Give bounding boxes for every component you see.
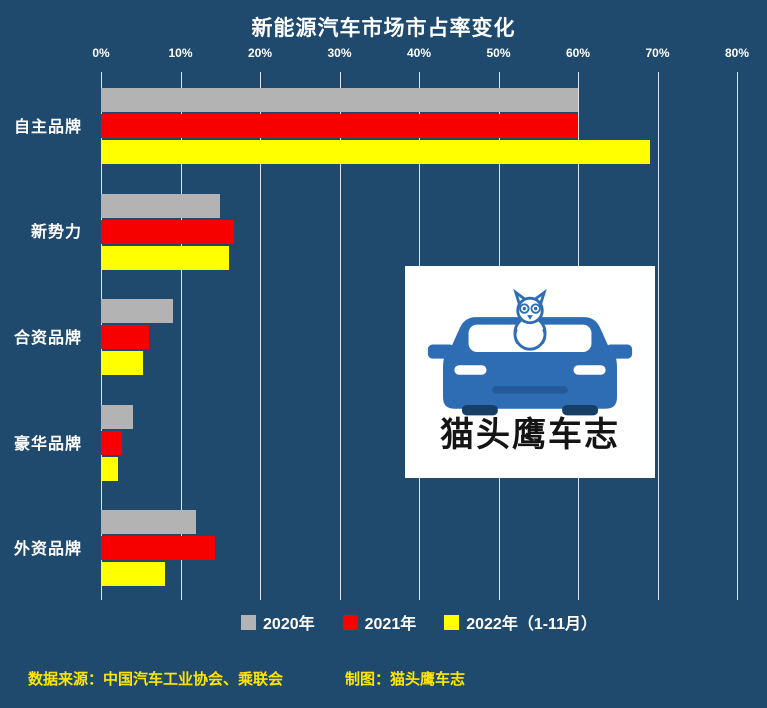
gridline <box>260 72 261 600</box>
y-axis-labels: 自主品牌新势力合资品牌豪华品牌外资品牌 <box>0 72 93 600</box>
category-label: 外资品牌 <box>13 541 82 559</box>
legend-label: 2020年 <box>263 616 315 633</box>
legend-swatch <box>241 614 257 630</box>
x-tick-label: 0% <box>92 46 110 60</box>
bar-group <box>101 178 737 284</box>
bar <box>101 325 149 350</box>
bar <box>101 510 197 535</box>
bar <box>101 245 229 270</box>
watermark-logo: 猫头鹰车志 <box>405 266 655 478</box>
watermark-text: 猫头鹰车志 <box>440 415 620 456</box>
bar-group <box>101 494 737 600</box>
x-tick-label: 20% <box>247 46 273 60</box>
category-label: 新势力 <box>30 224 82 242</box>
category-label: 合资品牌 <box>13 329 82 347</box>
x-tick-label: 60% <box>565 46 591 60</box>
bar <box>101 456 118 481</box>
legend-item: 2021年 <box>342 610 417 634</box>
category-label: 自主品牌 <box>13 118 82 136</box>
bar <box>101 351 144 376</box>
bar-group <box>101 389 737 495</box>
bar <box>101 299 173 324</box>
chart-legend: 2020年 2021年 2022年（1-11月） <box>101 610 737 634</box>
gridline <box>180 72 182 600</box>
x-tick-label: 80% <box>724 46 750 60</box>
chart-title: 新能源汽车市场市占率变化 <box>251 17 516 40</box>
legend-label: 2021年 <box>364 616 417 633</box>
plot-area <box>101 72 738 600</box>
data-source-text: 数据来源：中国汽车工业协会、乘联会 <box>28 671 284 688</box>
x-tick-label: 30% <box>327 46 352 60</box>
legend-item: 2022年（1-11月） <box>444 610 597 634</box>
x-axis: 0% 10% 20% 30% 40% 50% 60% 70% 80% <box>92 46 749 62</box>
bar <box>101 88 578 112</box>
x-tick-label: 70% <box>645 46 670 60</box>
legend-swatch <box>342 614 358 630</box>
bar <box>101 193 221 218</box>
bar <box>101 140 650 164</box>
gridline <box>737 72 738 600</box>
owl-car-logo-icon <box>427 289 633 416</box>
bar-group <box>101 283 737 389</box>
x-tick-label: 40% <box>406 46 432 60</box>
bar <box>101 536 216 561</box>
legend-swatch <box>444 614 460 630</box>
category-label: 豪华品牌 <box>13 435 82 453</box>
gridline <box>657 72 659 600</box>
bar-group <box>101 72 737 178</box>
bar <box>101 562 165 587</box>
legend-item: 2020年 <box>241 610 315 634</box>
x-tick-label: 50% <box>486 46 511 60</box>
bar <box>101 404 133 429</box>
bar <box>101 430 122 455</box>
legend-label: 2022年（1-11月） <box>466 616 597 633</box>
bar <box>101 114 578 138</box>
footer: 数据来源：中国汽车工业协会、乘联会 制图：猫头鹰车志 <box>28 668 748 689</box>
bar <box>101 219 234 244</box>
credit-text: 制图：猫头鹰车志 <box>345 671 466 688</box>
gridline <box>339 72 341 600</box>
x-tick-label: 10% <box>168 46 193 60</box>
